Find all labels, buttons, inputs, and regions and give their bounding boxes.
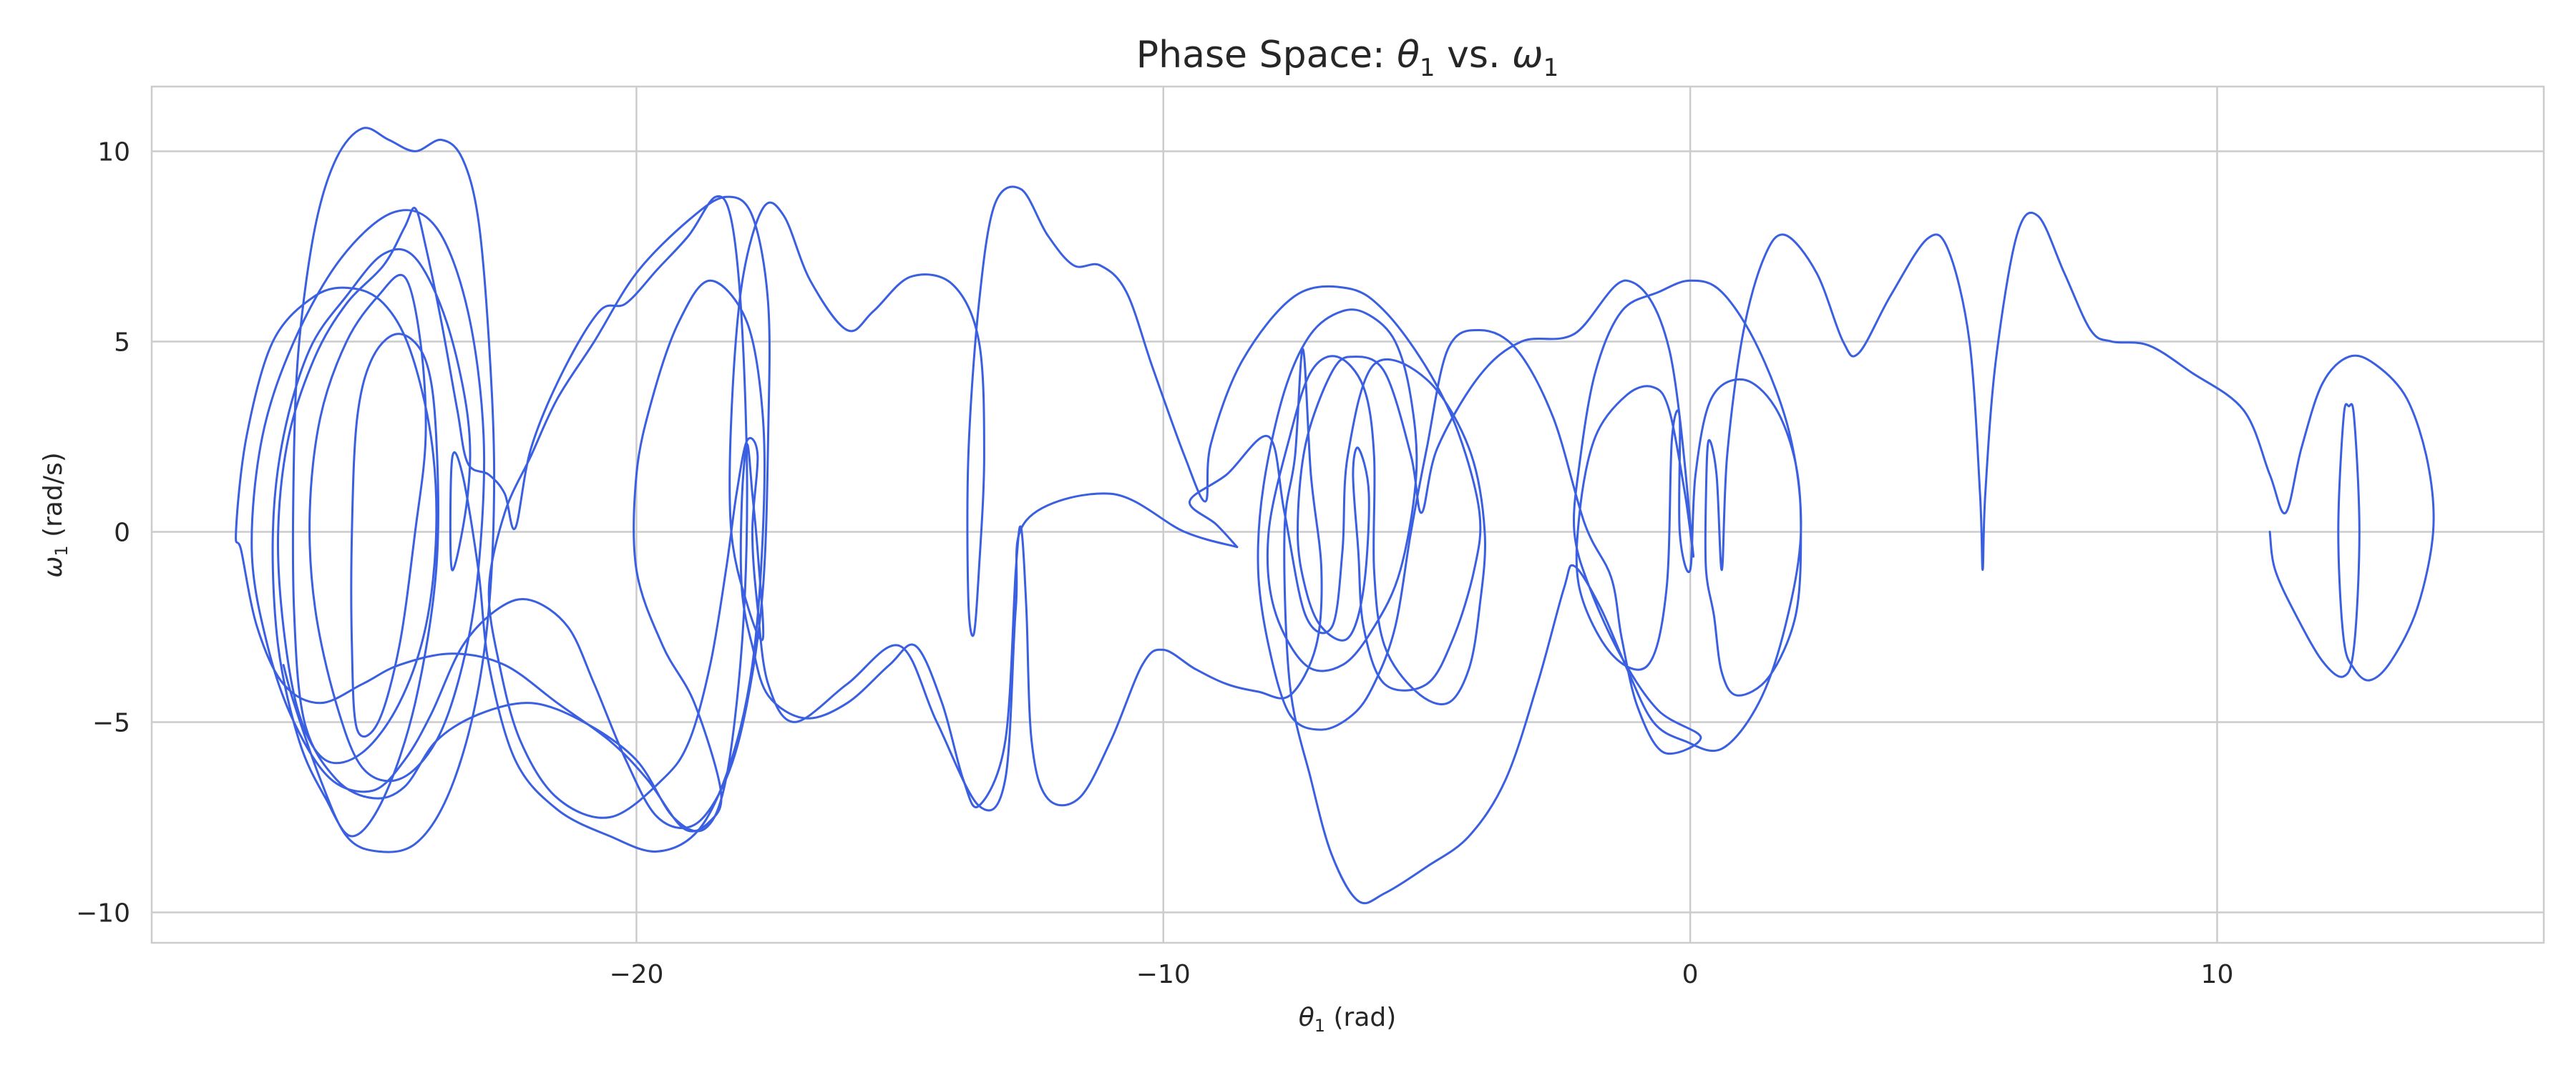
x-tick-labels: −20 −10 0 10 [609,960,2233,989]
chart-title-theta-sub: 1 [1420,54,1435,82]
x-axis-label-sub: 1 [1314,1016,1325,1036]
chart-title-prefix: Phase Space: [1136,34,1397,77]
y-axis-label-sub: 1 [52,545,72,556]
trajectory-line [728,185,2435,905]
y-tick-label: 5 [114,328,130,357]
x-tick-label: 0 [1682,960,1699,989]
trajectory-line [235,127,1239,853]
y-tick-label: 0 [114,518,130,547]
y-axis-label-rest: (rad/s) [39,452,68,545]
series-layer [235,127,2435,905]
x-axis-label-symbol: θ [1299,1003,1314,1032]
y-tick-label: 10 [97,137,130,167]
chart-title-mid: vs. [1435,34,1512,77]
chart-title-omega: ω [1512,34,1543,77]
chart-title: Phase Space: θ1 vs. ω1 [1136,34,1558,82]
x-tick-label: 10 [2201,960,2234,989]
y-tick-labels: −10 −5 0 5 10 [76,137,130,928]
y-axis-label: ω1 (rad/s) [39,452,72,578]
x-axis-label: θ1 (rad) [1299,1003,1397,1036]
x-tick-label: −20 [609,960,663,989]
chart-title-theta: θ [1397,34,1420,77]
x-tick-label: −10 [1136,960,1191,989]
y-tick-label: −10 [76,898,130,928]
y-axis-label-symbol: ω [39,557,68,578]
x-axis-label-rest: (rad) [1325,1003,1396,1032]
y-tick-label: −5 [92,708,130,738]
chart-title-omega-sub: 1 [1543,54,1559,82]
plot-frame [150,85,2545,944]
